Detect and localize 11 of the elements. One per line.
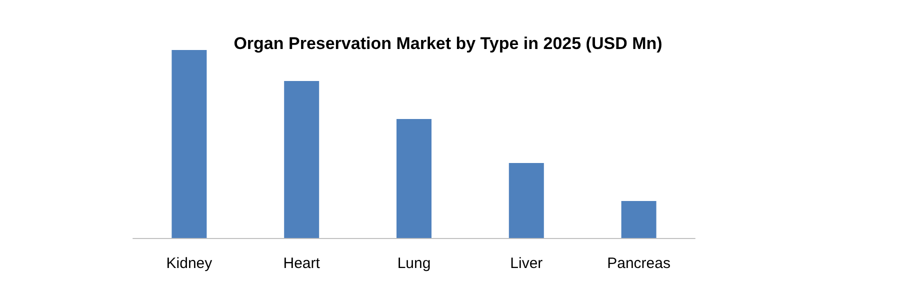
x-tick-label: Kidney	[166, 255, 213, 272]
chart-title: Organ Preservation Market by Type in 2025 (USD Mn)	[234, 34, 662, 53]
bar	[284, 81, 320, 238]
bar	[172, 50, 207, 238]
bar	[621, 200, 656, 238]
x-tick-label: Heart	[283, 255, 321, 272]
bar	[508, 162, 544, 238]
x-tick-label: Lung	[397, 255, 431, 272]
bar	[396, 118, 432, 238]
x-tick-label: Liver	[510, 255, 543, 272]
x-tick-label: Pancreas	[607, 255, 670, 272]
